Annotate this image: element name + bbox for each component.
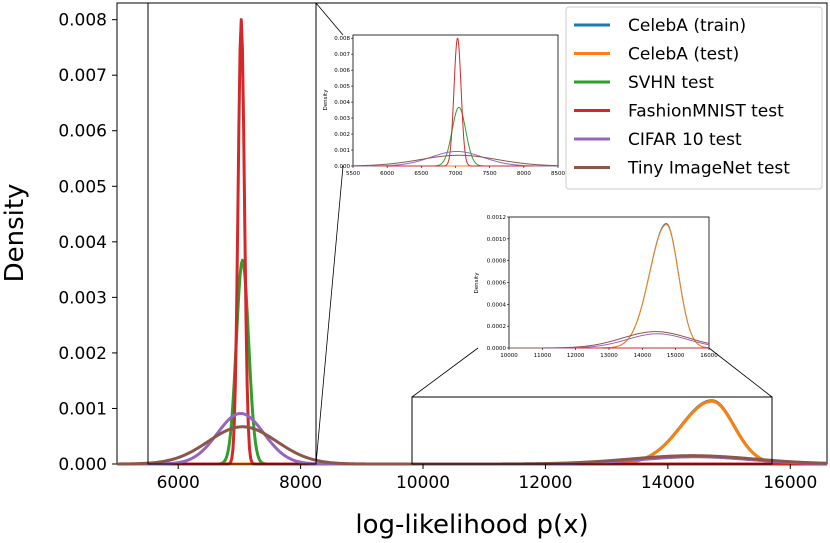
inset-left: 5500 6000 6500 7000 7500 8000 8500 0.000 0.001 0.… <box>323 34 565 177</box>
inset-right-y-tick-label: 0.0008 <box>487 259 507 265</box>
inset-right-x-tick-label: 10000 <box>500 353 518 359</box>
inset-left-series-tiny-imagenet-test <box>352 154 559 167</box>
inset-right-frame <box>508 216 710 349</box>
inset-right-y-tick-label: 0.0002 <box>487 324 506 330</box>
legend-label-svhn-test: SVHN test <box>628 73 714 93</box>
inset-right-y-tick-label: 0.0000 <box>487 346 507 352</box>
inset-right: 10000 11000 12000 13000 14000 15000 16000 0.000… <box>474 215 718 359</box>
inset-right-y-tick-label: 0.0004 <box>487 302 507 308</box>
inset-left-x-tick-label: 6000 <box>380 171 394 177</box>
y-tick-label: 0.001 <box>58 399 107 419</box>
y-axis-label: Density <box>0 184 30 283</box>
inset-right-ticks: 10000 11000 12000 13000 14000 15000 16000 0.000… <box>487 215 718 359</box>
inset-right-y-tick-label: 0.0006 <box>487 281 507 287</box>
inset-left-y-tick-label: 0.003 <box>334 116 350 122</box>
inset-left-y-tick-label: 0.008 <box>334 36 350 42</box>
y-tick-label: 0.003 <box>58 288 107 308</box>
legend-items: CelebA (train) CelebA (test) SVHN test Fash… <box>574 16 790 179</box>
legend-label-cifar-10-test: CIFAR 10 test <box>628 130 742 150</box>
inset-left-x-tick-label: 6500 <box>414 171 428 177</box>
inset-left-y-tick-label: 0.007 <box>334 52 350 58</box>
inset-left-x-tick-label: 7500 <box>483 171 497 177</box>
y-tick-label: 0.000 <box>58 455 107 475</box>
x-tick-label: 8000 <box>279 473 322 493</box>
x-axis-label: log-likelihood p(x) <box>355 510 588 540</box>
legend-label-tiny-imagenet-test: Tiny ImageNet test <box>627 159 790 179</box>
y-tick-label: 0.008 <box>58 11 107 31</box>
zoom-box-left <box>147 2 317 465</box>
inset-left-y-tick-label: 0.004 <box>334 100 350 106</box>
legend-frame <box>565 6 823 190</box>
y-tick-label: 0.004 <box>58 233 107 253</box>
inset-right-x-tick-label: 15000 <box>667 353 685 359</box>
inset-right-x-tick-label: 11000 <box>534 353 552 359</box>
inset-left-x-tick-label: 7000 <box>449 171 463 177</box>
inset-left-y-tick-label: 0.001 <box>334 148 350 154</box>
inset-right-x-tick-label: 16000 <box>700 353 718 359</box>
x-tick-label: 12000 <box>518 473 572 493</box>
legend-label-celeba-test: CelebA (test) <box>628 45 739 65</box>
inset-left-y-tick-label: 0.006 <box>334 68 350 74</box>
y-tick-label: 0.007 <box>58 66 107 86</box>
x-tick-label: 16000 <box>763 473 817 493</box>
inset-left-ylabel: Density <box>323 89 329 111</box>
inset-left-series-cifar-10-test <box>352 150 559 167</box>
connector-line <box>315 165 344 465</box>
inset-right-x-tick-label: 14000 <box>634 353 652 359</box>
x-tick-label: 10000 <box>396 473 450 493</box>
inset-left-ticks: 5500 6000 6500 7000 7500 8000 8500 0.000 0.001 0.… <box>334 36 565 177</box>
y-axis-ticks: 0.000 0.001 0.002 0.003 0.004 0.005 0.006 0.007… <box>58 11 117 475</box>
inset-left-y-tick-label: 0.000 <box>334 164 350 170</box>
inset-right-y-tick-label: 0.0010 <box>487 237 507 243</box>
inset-right-y-tick-label: 0.0012 <box>487 215 506 221</box>
inset-left-y-tick-label: 0.002 <box>334 132 350 138</box>
legend-label-fashionmnist-test: FashionMNIST test <box>628 102 784 122</box>
inset-right-x-tick-label: 13000 <box>600 353 618 359</box>
inset-right-ylabel: Density <box>474 272 480 294</box>
connector-line <box>411 347 479 398</box>
inset-right-series-tiny-imagenet-test <box>508 331 710 349</box>
x-tick-label: 6000 <box>157 473 200 493</box>
inset-left-x-tick-label: 8500 <box>551 171 565 177</box>
zoom-box-right <box>411 396 773 465</box>
y-tick-label: 0.002 <box>58 344 107 364</box>
x-tick-label: 14000 <box>641 473 695 493</box>
inset-left-x-tick-label: 8000 <box>517 171 531 177</box>
y-tick-label: 0.006 <box>58 122 107 142</box>
x-axis-ticks: 6000 8000 10000 12000 14000 16000 <box>157 464 817 493</box>
connector-line <box>708 347 773 398</box>
inset-right-x-tick-label: 12000 <box>567 353 585 359</box>
legend-label-celeba-train: CelebA (train) <box>628 16 746 36</box>
inset-left-x-tick-label: 5500 <box>346 171 360 177</box>
legend: CelebA (train) CelebA (test) SVHN test Fash… <box>565 6 823 190</box>
y-tick-label: 0.005 <box>58 177 107 197</box>
inset-left-y-tick-label: 0.005 <box>334 84 350 90</box>
connector-line <box>315 2 344 36</box>
